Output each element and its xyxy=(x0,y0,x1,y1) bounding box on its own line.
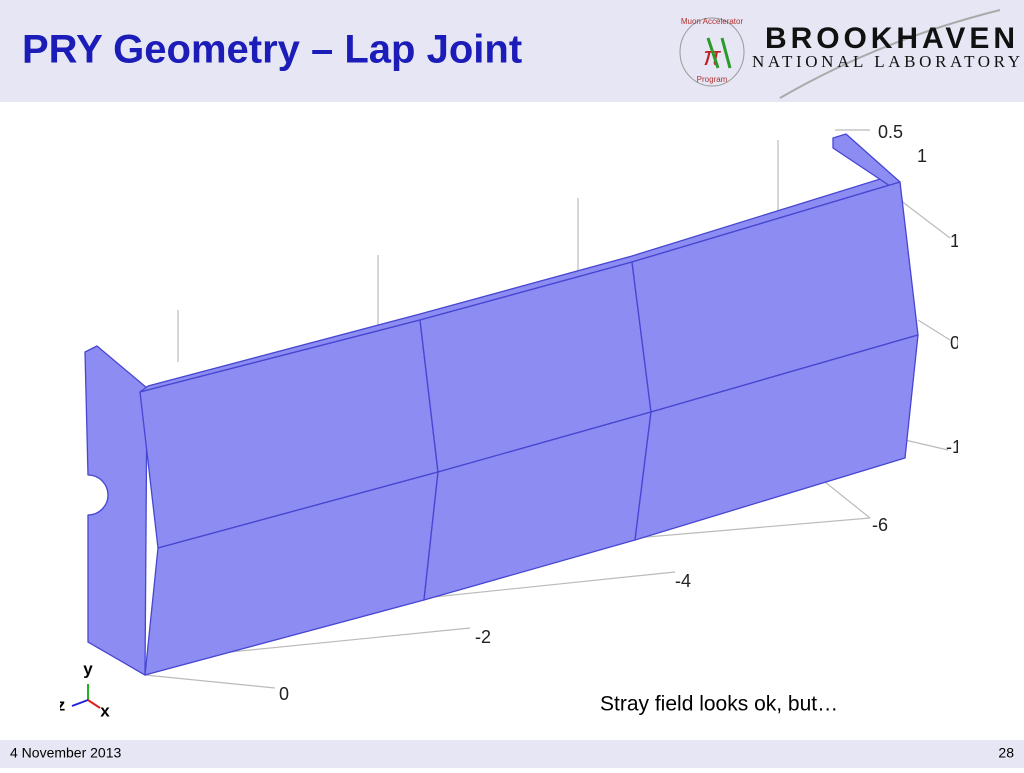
page-number: 28 xyxy=(998,745,1014,761)
axis-triad: y z x xyxy=(57,659,110,720)
header-band xyxy=(0,0,1024,102)
axis-label: -4 xyxy=(675,571,691,591)
geometry-figure: 0 -2 -4 -6 0.5 1 1 0 -1 y z x xyxy=(57,122,962,721)
side-label: 0 xyxy=(950,333,960,353)
triad-z: z xyxy=(57,695,66,714)
side-label: 1 xyxy=(950,231,960,251)
triad-x: x xyxy=(100,701,110,720)
side-label: 1 xyxy=(917,146,927,166)
bnl-name: BROOKHAVEN xyxy=(765,22,1015,55)
footer-date: 4 November 2013 xyxy=(10,745,122,761)
axis-label: -6 xyxy=(872,515,888,535)
caption: Stray field looks ok, but… xyxy=(600,693,838,716)
slide-title: PRY Geometry – Lap Joint xyxy=(22,28,522,72)
side-label: 0.5 xyxy=(878,122,903,142)
map-logo: Muon Accelerator π Program xyxy=(679,17,745,87)
axis-label: 0 xyxy=(279,684,289,704)
triad-y: y xyxy=(83,659,93,678)
map-logo-bottom: Program xyxy=(697,75,728,84)
axis-label: -2 xyxy=(475,627,491,647)
footer-band xyxy=(0,740,1024,768)
map-logo-top: Muon Accelerator xyxy=(681,17,744,26)
side-label: -1 xyxy=(946,437,962,457)
